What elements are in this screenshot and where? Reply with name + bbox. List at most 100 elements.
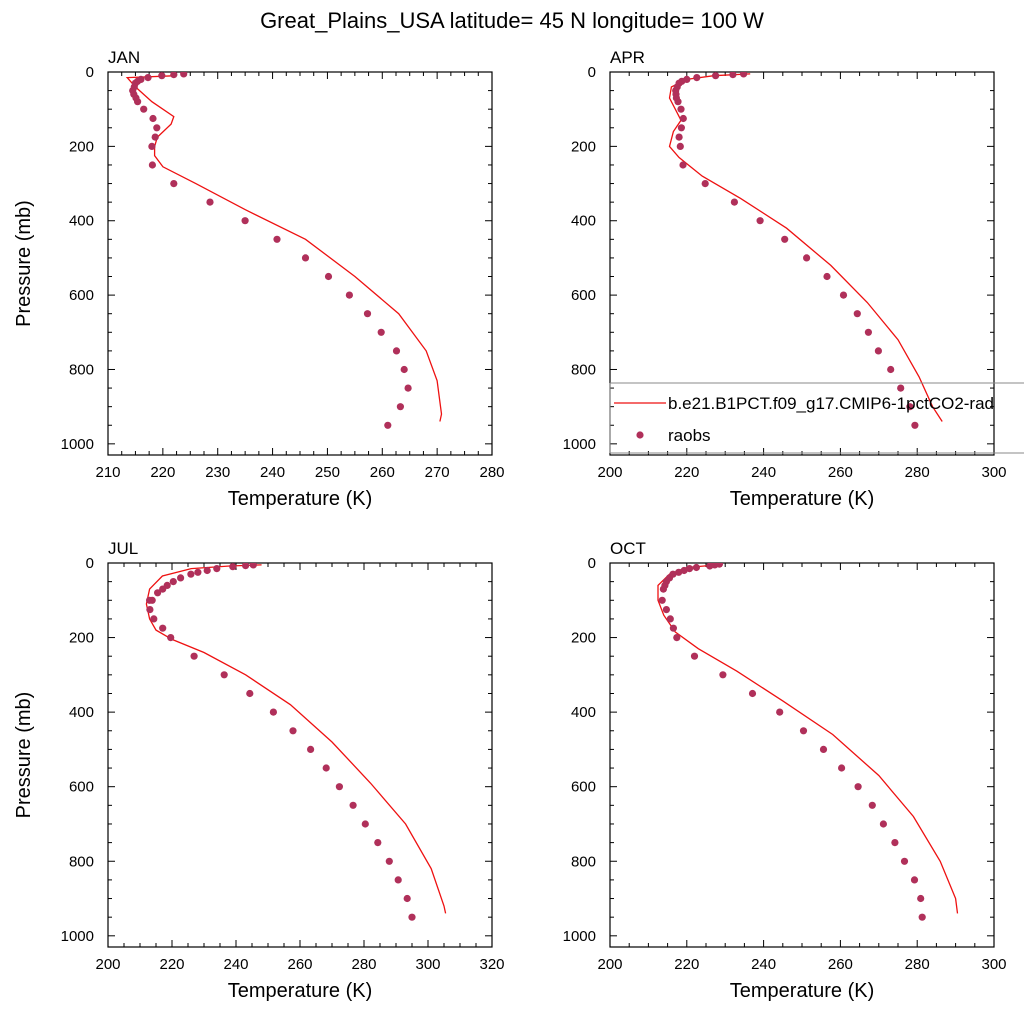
obs-point <box>740 72 748 78</box>
obs-point <box>180 72 188 78</box>
obs-point <box>673 634 681 642</box>
obs-point <box>675 133 683 141</box>
obs-point <box>203 566 211 575</box>
x-tick-label: 240 <box>751 464 776 481</box>
obs-point <box>839 291 848 299</box>
obs-point <box>659 585 668 593</box>
figure-title: Great_Plains_USA latitude= 45 N longitud… <box>260 8 764 33</box>
x-tick-label: 220 <box>674 464 699 481</box>
obs-point <box>679 114 687 123</box>
obs-point <box>384 421 392 429</box>
x-axis-label: Temperature (K) <box>228 980 373 1002</box>
obs-point <box>148 161 156 169</box>
obs-point <box>891 839 899 847</box>
obs-point <box>658 596 666 604</box>
obs-point <box>879 820 888 828</box>
obs-point <box>662 606 671 614</box>
x-tick-label: 240 <box>260 464 285 481</box>
obs-point <box>729 72 737 79</box>
obs-point <box>377 328 385 336</box>
obs-point <box>706 563 714 570</box>
obs-point <box>335 783 343 791</box>
obs-point <box>144 74 152 82</box>
obs-point <box>324 272 333 281</box>
y-tick-label: 200 <box>571 138 596 155</box>
obs-point <box>854 783 862 791</box>
panel-label: JAN <box>108 48 140 67</box>
obs-point <box>392 347 401 355</box>
obs-point <box>874 347 883 355</box>
x-tick-label: 260 <box>828 464 853 481</box>
y-tick-label: 400 <box>69 213 94 230</box>
obs-point <box>911 421 919 429</box>
x-tick-label: 300 <box>415 956 440 973</box>
x-tick-label: 300 <box>981 464 1006 481</box>
legend-model-label: b.e21.B1PCT.f09_g17.CMIP6-1pctCO2-rad <box>668 394 994 413</box>
obs-point <box>363 310 372 318</box>
obs-point <box>289 727 297 735</box>
obs-point <box>864 328 873 336</box>
obs-point <box>897 384 905 392</box>
x-tick-label: 210 <box>95 464 120 481</box>
y-tick-label: 600 <box>69 779 94 796</box>
obs-point <box>146 606 154 614</box>
panels: JAN 210 220 230 240 250 260 270 280 0 200 400 600 800… <box>13 48 1007 1002</box>
panel-label: APR <box>610 48 645 67</box>
obs-point <box>194 568 202 576</box>
x-tick-label: 280 <box>479 464 504 481</box>
panel-label: OCT <box>610 539 646 558</box>
obs-point <box>404 384 412 392</box>
x-axis-label: Temperature (K) <box>730 488 875 510</box>
obs-point <box>918 913 926 921</box>
obs-point <box>910 876 919 884</box>
y-tick-label: 400 <box>571 213 596 230</box>
data-area <box>145 563 447 921</box>
model-line <box>668 73 943 422</box>
x-tick-label: 320 <box>479 956 504 973</box>
obs-point <box>819 745 828 754</box>
legend-obs-swatch <box>636 431 644 439</box>
obs-point <box>140 105 148 113</box>
obs-point <box>868 801 876 809</box>
obs-point <box>677 105 685 113</box>
y-tick-label: 200 <box>69 630 94 647</box>
obs-point <box>241 217 249 225</box>
panel-oct: OCT 200 220 240 260 280 300 0 200 400 600 800 1000 Te… <box>563 539 1007 1002</box>
y-tick-label: 1000 <box>61 436 94 453</box>
obs-point <box>385 857 393 865</box>
obs-point <box>803 254 811 262</box>
y-tick-label: 0 <box>588 555 596 572</box>
obs-point <box>394 876 402 884</box>
obs-point <box>148 142 156 150</box>
obs-point <box>187 570 195 578</box>
y-tick-label: 800 <box>571 361 596 378</box>
obs-point <box>781 235 789 243</box>
obs-point <box>917 894 925 903</box>
data-area <box>668 72 943 429</box>
y-tick-label: 600 <box>69 287 94 304</box>
obs-point <box>159 585 167 593</box>
x-tick-label: 280 <box>905 956 930 973</box>
y-tick-label: 800 <box>69 361 94 378</box>
y-tick-label: 1000 <box>61 928 94 945</box>
obs-point <box>151 133 159 141</box>
obs-point <box>169 578 177 586</box>
legend-obs-label: raobs <box>668 426 711 445</box>
x-tick-label: 250 <box>315 464 340 481</box>
obs-point <box>408 913 416 921</box>
obs-point <box>246 689 254 698</box>
obs-point <box>701 180 709 188</box>
y-tick-label: 0 <box>86 64 94 81</box>
x-tick-label: 270 <box>425 464 450 481</box>
obs-point <box>730 198 739 206</box>
obs-point <box>149 114 157 123</box>
obs-point <box>666 615 674 623</box>
x-tick-label: 260 <box>828 956 853 973</box>
obs-point <box>170 180 178 188</box>
obs-point <box>677 124 686 132</box>
obs-point <box>838 764 846 772</box>
panel-label: JUL <box>108 539 138 558</box>
x-axis-label: Temperature (K) <box>730 980 875 1002</box>
obs-point <box>345 291 353 299</box>
